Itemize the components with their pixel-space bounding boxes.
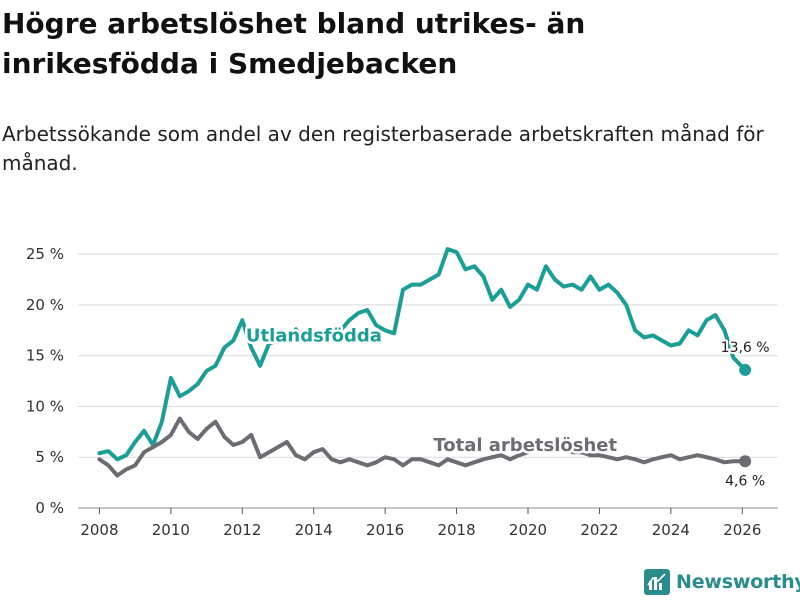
chart-subtitle: Arbetssökande som andel av den registerb…: [2, 122, 764, 175]
x-tick-label: 2014: [295, 521, 333, 539]
utlandsfodda-series-label: Utlandsfödda: [246, 325, 382, 346]
series-labels: 13,6 % 4,6 % Utlandsfödda Total arbetslöshe…: [243, 323, 771, 491]
newsworthy-logo: Newsworthy: [644, 568, 800, 596]
y-tick-label: 25 %: [26, 245, 64, 263]
utlandsfodda-end-value-label: 13,6 %: [721, 340, 770, 356]
y-tick-label: 0 %: [35, 499, 64, 517]
x-tick-label: 2008: [80, 521, 118, 539]
total-arbetsloshet-series-label: Total arbetslöshet: [433, 435, 617, 456]
total-arbetsloshet-end-value-label: 4,6 %: [725, 473, 765, 489]
x-tick-label: 2016: [366, 521, 404, 539]
brand-name: Newsworthy: [676, 571, 800, 593]
utlandsfodda-end-point: [739, 363, 752, 376]
bar-chart-logo-icon: [644, 569, 670, 595]
x-tick-label: 2020: [509, 521, 547, 539]
y-tick-label: 20 %: [26, 296, 64, 314]
total-arbetsloshet-end-point: [739, 455, 752, 468]
total-arbetsloshet-line: [97, 416, 748, 478]
utlandsfodda-line: [97, 247, 748, 462]
x-tick-label: 2022: [580, 521, 618, 539]
series-lines: [97, 247, 752, 478]
y-tick-label: 10 %: [26, 397, 64, 415]
chart-title: Högre arbetslöshet bland utrikes- än inr…: [2, 7, 586, 80]
x-tick-label: 2024: [652, 521, 690, 539]
x-axis: 2008 2010 2012 2014 2016 2018 2020 2022 2024 2026: [80, 508, 761, 539]
x-tick-label: 2012: [223, 521, 261, 539]
x-tick-label: 2010: [152, 521, 190, 539]
x-tick-label: 2026: [723, 521, 761, 539]
y-tick-label: 5 %: [35, 448, 64, 466]
x-tick-label: 2018: [437, 521, 475, 539]
gridlines: [78, 253, 778, 509]
y-axis: 0 % 5 % 10 % 15 % 20 % 25 %: [26, 245, 64, 517]
y-tick-label: 15 %: [26, 347, 64, 365]
